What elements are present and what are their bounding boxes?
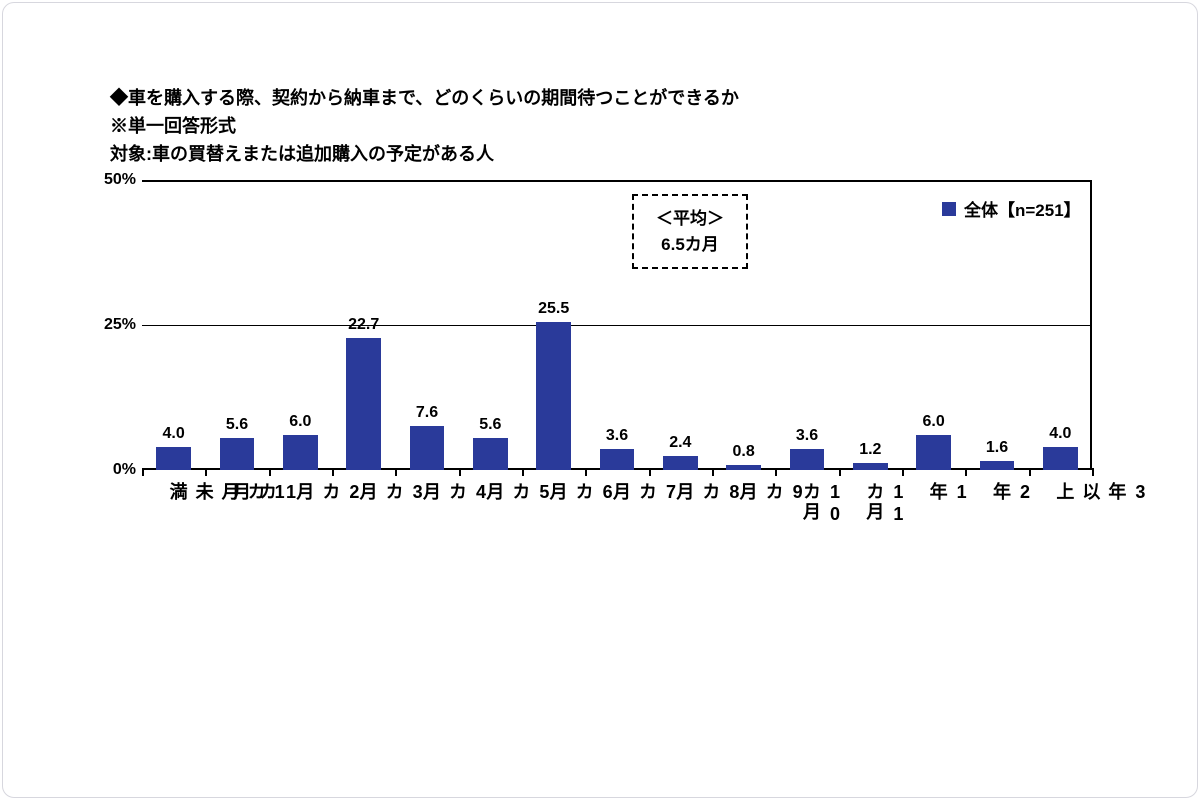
- y-tick-50: 50%: [92, 171, 136, 189]
- x-tick: [585, 468, 587, 476]
- average-line-1: ＜平均＞: [656, 206, 724, 232]
- y-tick-0: 0%: [92, 461, 136, 479]
- bar-value-label: 3.6: [775, 427, 838, 445]
- bar: [346, 338, 381, 470]
- average-callout: ＜平均＞ 6.5カ月: [632, 194, 748, 269]
- x-tick: [142, 468, 144, 476]
- bar-slot: 6.0: [269, 180, 332, 470]
- bar-value-label: 4.0: [1029, 425, 1092, 443]
- bar: [790, 449, 825, 470]
- bar: [726, 465, 761, 470]
- x-tick: [839, 468, 841, 476]
- bar-value-label: 1.2: [839, 441, 902, 459]
- bar: [156, 447, 191, 470]
- bar-value-label: 22.7: [332, 316, 395, 334]
- x-tick: [965, 468, 967, 476]
- bar-value-label: 0.8: [712, 443, 775, 461]
- x-axis-label: 5カ月: [481, 482, 554, 504]
- bar-value-label: 1.6: [965, 439, 1028, 457]
- bar: [1043, 447, 1078, 470]
- bars-layer: 4.05.66.022.77.65.625.53.62.40.83.61.26.…: [142, 180, 1092, 470]
- x-tick: [395, 468, 397, 476]
- title-line-3: 対象:車の買替えまたは追加購入の予定がある人: [110, 141, 739, 169]
- bar: [410, 426, 445, 470]
- x-tick: [1092, 468, 1094, 476]
- bar-value-label: 7.6: [395, 404, 458, 422]
- x-axis-label: 2年: [988, 482, 1035, 504]
- bar-slot: 1.2: [839, 180, 902, 470]
- x-tick: [269, 468, 271, 476]
- bar-value-label: 2.4: [649, 434, 712, 452]
- bar: [663, 456, 698, 470]
- x-axis-label: 4カ月: [418, 482, 491, 504]
- x-axis-label: 11カ月: [861, 482, 908, 526]
- x-axis-label: 8カ月: [671, 482, 744, 504]
- bar-slot: 7.6: [395, 180, 458, 470]
- x-tick: [205, 468, 207, 476]
- legend-label: 全体【n=251】: [964, 196, 1081, 221]
- x-axis-label: 9カ月: [735, 482, 808, 504]
- legend: 全体【n=251】: [942, 196, 1081, 221]
- bar-slot: 1.6: [965, 180, 1028, 470]
- x-tick: [522, 468, 524, 476]
- x-axis-label: 3年以上: [1051, 482, 1150, 504]
- bar-slot: 5.6: [205, 180, 268, 470]
- x-tick: [459, 468, 461, 476]
- bar-value-label: 6.0: [269, 413, 332, 431]
- bar-value-label: 25.5: [522, 300, 585, 318]
- x-axis-label: 7カ月: [608, 482, 681, 504]
- y-tick-25: 25%: [92, 316, 136, 334]
- x-axis-label: 1カ月: [228, 482, 301, 504]
- x-axis-label: 6カ月: [545, 482, 618, 504]
- bar-slot: 5.6: [459, 180, 522, 470]
- x-tick: [332, 468, 334, 476]
- x-tick: [712, 468, 714, 476]
- bar-slot: 25.5: [522, 180, 585, 470]
- x-tick: [1029, 468, 1031, 476]
- x-tick: [775, 468, 777, 476]
- title-line-1: ◆車を購入する際、契約から納車まで、どのくらいの期間待つことができるか: [110, 85, 739, 113]
- x-axis-label: 1年: [925, 482, 972, 504]
- bar-slot: 22.7: [332, 180, 395, 470]
- bar: [473, 438, 508, 470]
- bar: [536, 322, 571, 470]
- x-axis-label: 3カ月: [355, 482, 428, 504]
- x-tick: [649, 468, 651, 476]
- bar-value-label: 3.6: [585, 427, 648, 445]
- bar-slot: 4.0: [1029, 180, 1092, 470]
- x-tick: [902, 468, 904, 476]
- chart: 50% 25% 0% 4.05.66.022.77.65.625.53.62.4…: [92, 180, 1092, 700]
- bar-slot: 4.0: [142, 180, 205, 470]
- bar: [220, 438, 255, 470]
- bar: [600, 449, 635, 470]
- chart-titles: ◆車を購入する際、契約から納車まで、どのくらいの期間待つことができるか ※単一回…: [110, 85, 739, 169]
- bar-value-label: 4.0: [142, 425, 205, 443]
- x-axis-label: 2カ月: [291, 482, 364, 504]
- x-axis-label: 10カ月: [798, 482, 845, 526]
- title-line-2: ※単一回答形式: [110, 113, 739, 141]
- bar-slot: 3.6: [775, 180, 838, 470]
- average-line-2: 6.5カ月: [656, 232, 724, 258]
- bar-value-label: 5.6: [459, 416, 522, 434]
- bar: [283, 435, 318, 470]
- bar: [853, 463, 888, 470]
- bar-value-label: 6.0: [902, 413, 965, 431]
- bar: [916, 435, 951, 470]
- legend-swatch: [942, 202, 956, 216]
- bar-slot: 6.0: [902, 180, 965, 470]
- bar-value-label: 5.6: [205, 416, 268, 434]
- bar: [980, 461, 1015, 470]
